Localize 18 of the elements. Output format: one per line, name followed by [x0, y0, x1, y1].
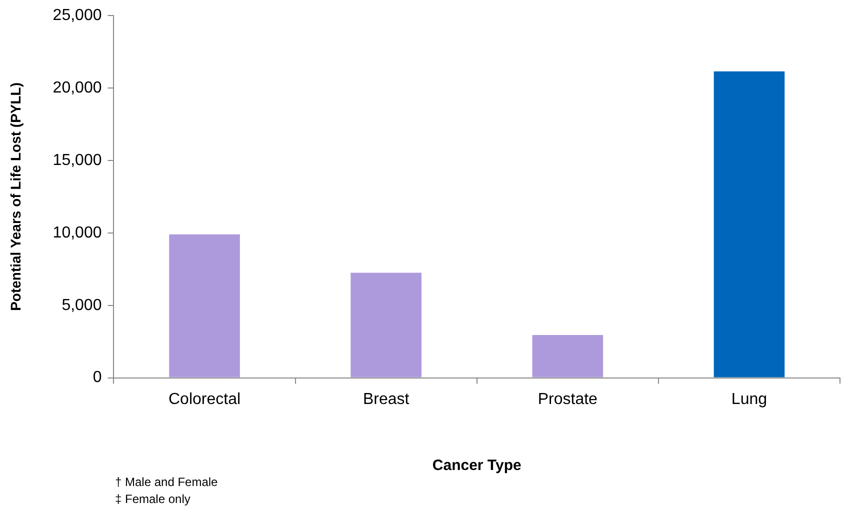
bar	[169, 234, 240, 378]
x-tick-label: Lung	[731, 390, 768, 408]
bar	[350, 272, 422, 378]
y-tick-label: 0	[92, 369, 102, 386]
y-tick-label: 10,000	[52, 224, 102, 242]
x-tick-label: Colorectal	[168, 390, 241, 408]
y-tick-label: 25,000	[52, 7, 102, 24]
bar	[714, 71, 785, 378]
y-tick-label: 15,000	[52, 152, 102, 169]
x-tick-label: Prostate	[538, 390, 598, 408]
text: ‡ Female only	[115, 491, 192, 507]
y-tick-label: 5,000	[62, 296, 102, 314]
bar	[532, 335, 604, 378]
x-axis-title: Cancer Type	[432, 457, 522, 474]
x-tick-label: Breast	[362, 390, 410, 408]
y-tick-label: 20,000	[52, 79, 102, 96]
y-axis-title: Potential Years of Life Lost (PYLL)	[7, 82, 24, 311]
text: † Male and Female	[115, 474, 218, 491]
